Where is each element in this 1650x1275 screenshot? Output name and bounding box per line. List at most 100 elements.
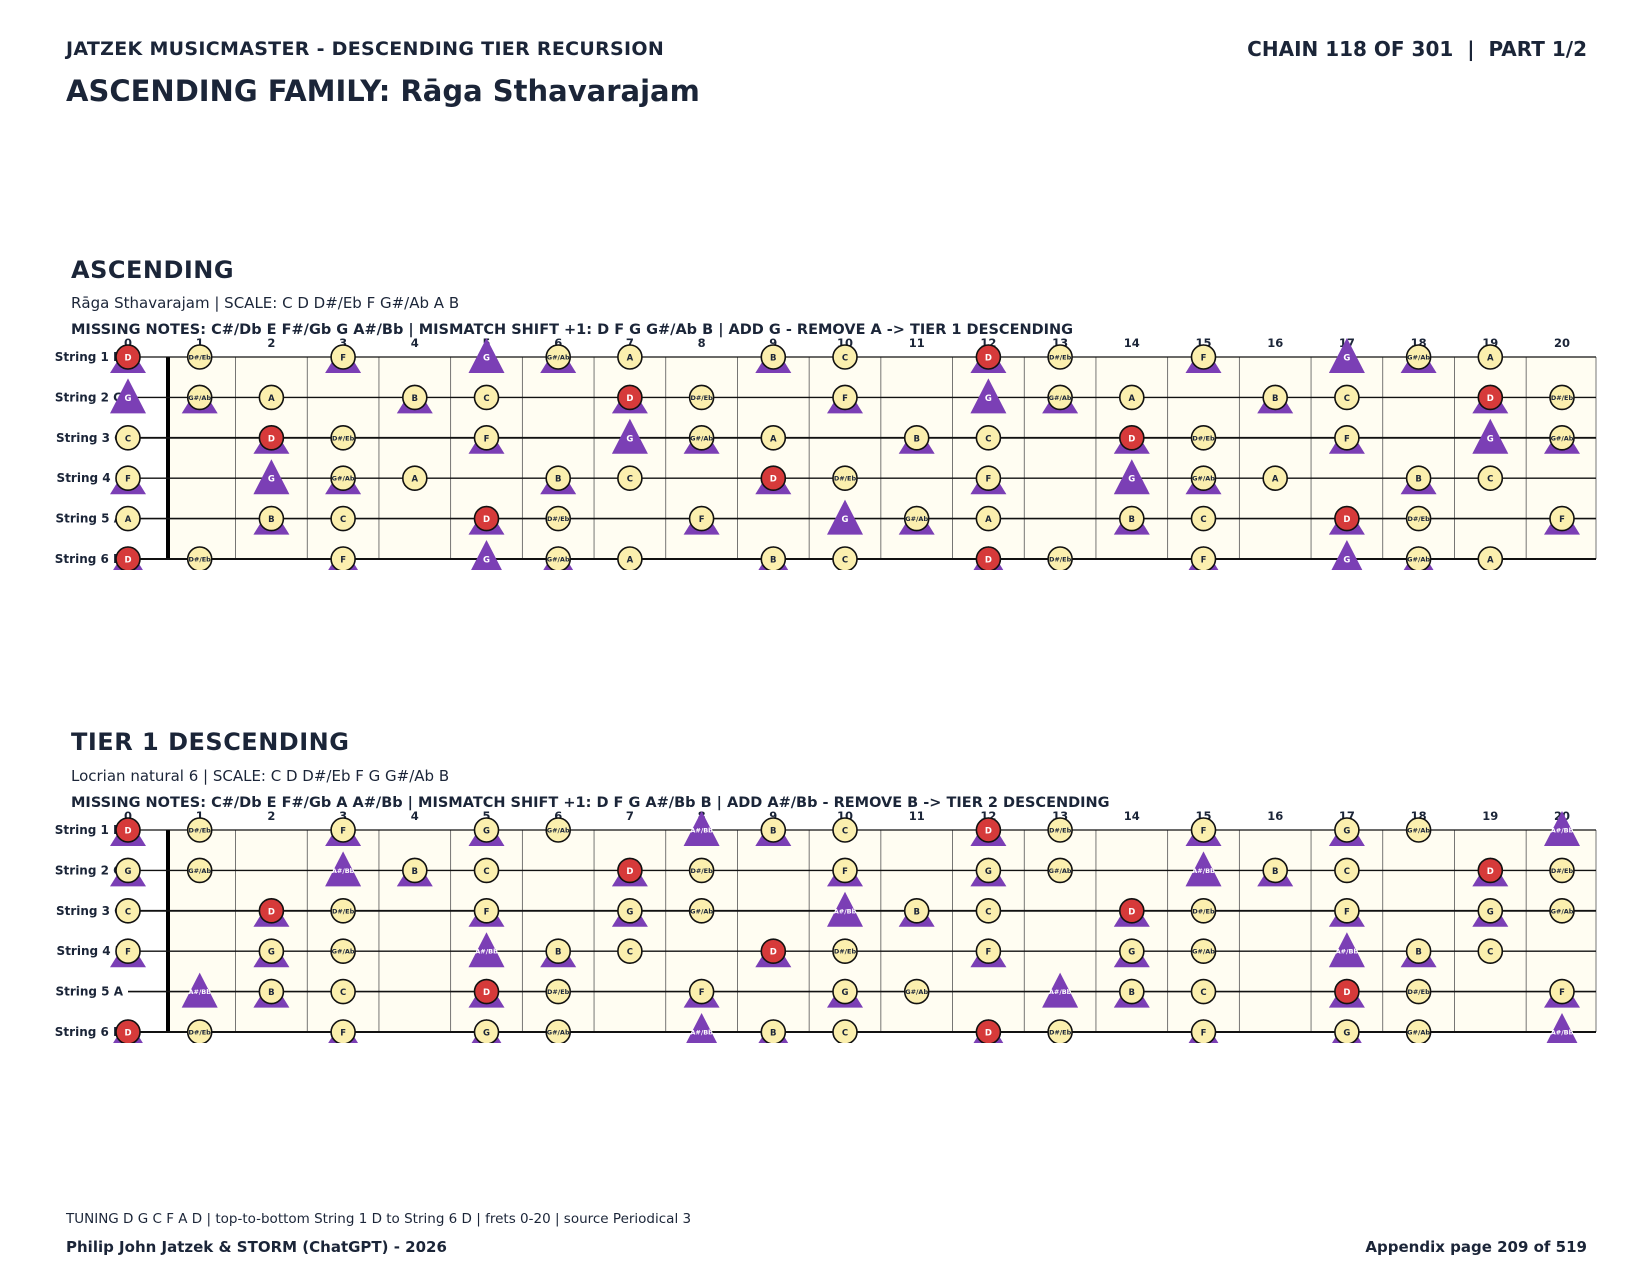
note-f: F [110, 938, 146, 968]
note-label: G#/Ab [1407, 556, 1430, 564]
string-label: String 5 A [55, 512, 123, 526]
root-note-circle [258, 425, 285, 451]
scale-note-circle [115, 465, 141, 491]
note-g: G [110, 857, 146, 887]
scale-note-circle [1190, 465, 1217, 491]
note-ds-eb: D#/Eb [1405, 505, 1432, 532]
note-f: F [1185, 344, 1222, 373]
note-label: A#/Bb [475, 948, 498, 956]
root-note-circle [115, 817, 141, 843]
note-label: G [626, 434, 633, 444]
note-as-bb: A#/Bb [468, 932, 505, 968]
scale-note-circle [330, 546, 356, 570]
string-label: String 2 G [55, 390, 123, 404]
note-as-bb: A#/Bb [1185, 851, 1222, 887]
note-gs-ab: G#/Ab [1042, 384, 1079, 414]
note-label: A [627, 354, 634, 364]
note-label: A [1129, 394, 1136, 404]
note-label: D#/Eb [189, 827, 212, 835]
note-label: A#/Bb [1336, 948, 1359, 956]
scale-note-circle [975, 465, 1002, 491]
note-label: F [1201, 354, 1207, 364]
note-gs-ab: G#/Ab [181, 384, 218, 414]
scale-note-circle [545, 938, 572, 964]
note-label: D [1343, 988, 1350, 998]
scale-note-circle [473, 898, 500, 924]
note-b: B [1257, 384, 1294, 414]
fret-number: 3 [339, 809, 347, 823]
note-label: C [1344, 394, 1350, 404]
note-label: F [1201, 556, 1207, 566]
note-label: A [1272, 475, 1279, 485]
note-c: C [832, 344, 858, 370]
note-f: F [468, 897, 505, 927]
scale-note-circle [832, 817, 858, 843]
scale-note-circle [975, 857, 1002, 884]
fret-number: 2 [267, 336, 275, 350]
note-g: G [1328, 338, 1365, 373]
note-label: D#/Eb [1192, 434, 1215, 442]
note-label: B [770, 1029, 776, 1039]
note-ds-eb: D#/Eb [688, 857, 715, 884]
scale-note-circle [1549, 978, 1575, 1005]
note-label: F [985, 948, 991, 958]
note-label: G#/Ab [1049, 867, 1072, 875]
scale-note-circle [330, 938, 356, 964]
note-label: B [1272, 394, 1278, 404]
note-d: D [468, 505, 505, 535]
scale-note-circle [617, 938, 643, 964]
fret-number: 16 [1267, 336, 1283, 350]
root-note-circle [1119, 425, 1145, 451]
shift-marker-triangle [1113, 459, 1150, 495]
root-note-circle [1119, 898, 1145, 924]
note-g: G [1328, 817, 1365, 846]
shift-marker-triangle [1544, 811, 1580, 846]
scale-note-circle [1047, 344, 1073, 370]
scale-note-circle [1190, 1019, 1217, 1043]
note-b: B [396, 857, 433, 887]
section-title-tier1: TIER 1 DESCENDING [71, 728, 350, 756]
note-gs-ab: G#/Ab [1400, 344, 1437, 373]
note-label: B [412, 867, 418, 877]
note-label: D#/Eb [834, 475, 857, 483]
note-gs-ab: G#/Ab [1549, 898, 1575, 924]
note-as-bb: A#/Bb [1042, 972, 1079, 1008]
note-c: C [1334, 857, 1360, 884]
note-label: C [340, 515, 346, 525]
scale-note-circle [1334, 425, 1360, 451]
note-b: B [1113, 505, 1150, 535]
note-gs-ab: G#/Ab [325, 465, 362, 495]
note-label: G#/Ab [188, 394, 211, 402]
note-g: G [827, 978, 863, 1008]
shift-marker-triangle [1331, 540, 1363, 570]
note-label: A#/Bb [1551, 827, 1574, 835]
note-label: A#/Bb [1192, 867, 1215, 875]
note-c: C [617, 938, 643, 964]
scale-note-circle [545, 465, 572, 491]
scale-note-circle [330, 344, 356, 370]
scale-note-circle [545, 546, 571, 570]
note-gs-ab: G#/Ab [1405, 1019, 1432, 1043]
note-label: D [483, 515, 490, 525]
note-label: D [985, 827, 992, 837]
scale-note-circle [1190, 505, 1217, 532]
scale-note-circle [545, 978, 572, 1005]
note-label: B [1272, 867, 1278, 877]
note-label: B [412, 394, 418, 404]
note-label: G#/Ab [1407, 827, 1430, 835]
note-f: F [970, 938, 1007, 968]
fret-number: 11 [909, 809, 925, 823]
note-gs-ab: G#/Ab [1190, 938, 1217, 964]
note-label: D [124, 556, 131, 566]
note-d: D [1113, 897, 1150, 927]
shift-marker-triangle [1042, 972, 1079, 1008]
scale-note-circle [1190, 938, 1217, 964]
note-d: D [755, 938, 792, 968]
note-label: D#/Eb [189, 1029, 212, 1037]
fret-number: 7 [626, 809, 634, 823]
note-label: D [1487, 394, 1494, 404]
shift-marker-triangle [468, 932, 505, 968]
scale-note-circle [115, 898, 141, 924]
note-label: C [842, 354, 848, 364]
chain-info: CHAIN 118 OF 301 | PART 1/2 [1247, 37, 1587, 61]
